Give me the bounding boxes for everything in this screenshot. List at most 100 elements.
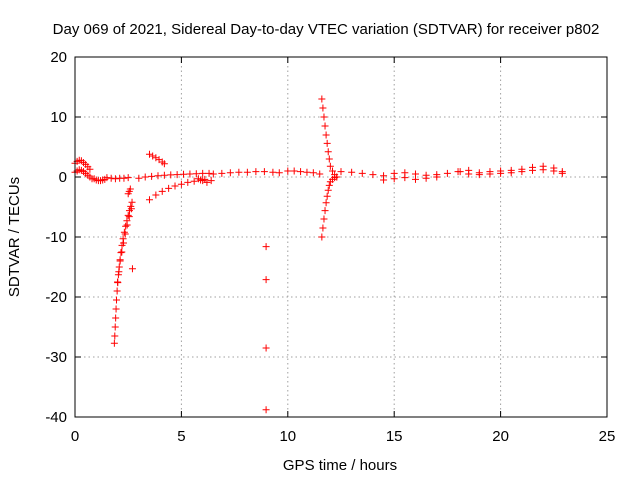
data-point [321,122,329,130]
y-tick-label: 0 [59,169,67,186]
axis-ticks: 0 5 10 15 20 25 -40 -30 -20 -10 0 10 20 [45,49,615,445]
data-point [113,287,121,295]
data-point [152,154,160,162]
data-point [112,296,120,304]
data-point [184,178,192,186]
data-point [380,176,388,184]
data-point [316,170,324,178]
data-point [252,168,260,176]
data-point [456,168,464,176]
data-point [141,173,149,181]
data-point [192,170,200,178]
data-point [135,174,143,182]
data-point [111,175,119,183]
y-tick-label: -40 [45,409,67,426]
y-axis-label: SDTVAR / TECUs [6,177,23,297]
data-point [326,162,334,170]
data-point [539,166,547,174]
data-point [390,175,398,183]
data-point [125,213,133,221]
data-point [158,187,166,195]
data-point [235,168,243,176]
data-point [303,168,311,176]
data-point [325,155,333,163]
data-point [323,139,331,147]
data-point [171,182,179,190]
data-point [243,168,251,176]
data-point [218,169,226,177]
data-point [173,171,181,179]
data-point [154,172,162,180]
data-point [369,171,377,179]
data-point [111,323,119,331]
y-tick-label: 10 [50,109,67,126]
data-point [319,104,327,112]
data-point [123,221,131,229]
data-point [297,168,305,176]
y-tick-label: -30 [45,349,67,366]
y-tick-label: 20 [50,49,67,66]
x-axis-label: GPS time / hours [283,457,397,474]
data-point [433,173,441,181]
data-point [443,169,451,177]
data-point [120,228,128,236]
data-point [205,169,213,177]
data-point [260,168,268,176]
data-point [226,169,234,177]
data-point [262,276,270,284]
data-point [160,160,168,168]
data-point [111,332,119,340]
data-point [465,170,473,178]
data-point [275,169,283,177]
data-point [486,170,494,178]
x-tick-label: 20 [492,428,509,445]
data-point [203,178,211,186]
data-point [262,344,270,352]
grid-lines [75,57,607,417]
y-tick-label: -10 [45,229,67,246]
data-point [110,339,118,347]
data-point [128,198,136,206]
data-point [358,169,366,177]
data-point [112,314,120,322]
data-point [284,167,292,175]
x-tick-label: 5 [177,428,185,445]
data-point [318,233,326,241]
data-point [86,165,94,173]
data-point [122,222,130,230]
data-point [114,278,122,286]
data-point [121,230,129,238]
data-point [558,169,566,177]
data-point [120,239,128,247]
y-tick-label: -20 [45,289,67,306]
data-point [319,224,327,232]
data-point [309,169,317,177]
data-point [321,207,329,215]
data-point [120,174,128,182]
data-point [518,168,526,176]
data-point [165,184,173,192]
data-point [167,171,175,179]
data-point [209,170,217,178]
data-point [128,265,136,273]
x-tick-label: 0 [71,428,79,445]
data-point [269,168,277,176]
chart-title: Day 069 of 2021, Sidereal Day-to-day VTE… [53,21,600,38]
data-point [107,174,115,182]
data-point [320,215,328,223]
data-point [401,174,409,182]
data-point [190,177,198,185]
data-point [112,305,120,313]
data-point [324,148,332,156]
data-point [507,169,515,177]
data-point [126,185,134,193]
data-point [199,177,207,185]
data-point [149,152,157,160]
data-point [194,175,202,183]
data-point [262,406,270,414]
data-point [328,167,336,175]
data-point [124,174,132,182]
data-point [148,172,156,180]
